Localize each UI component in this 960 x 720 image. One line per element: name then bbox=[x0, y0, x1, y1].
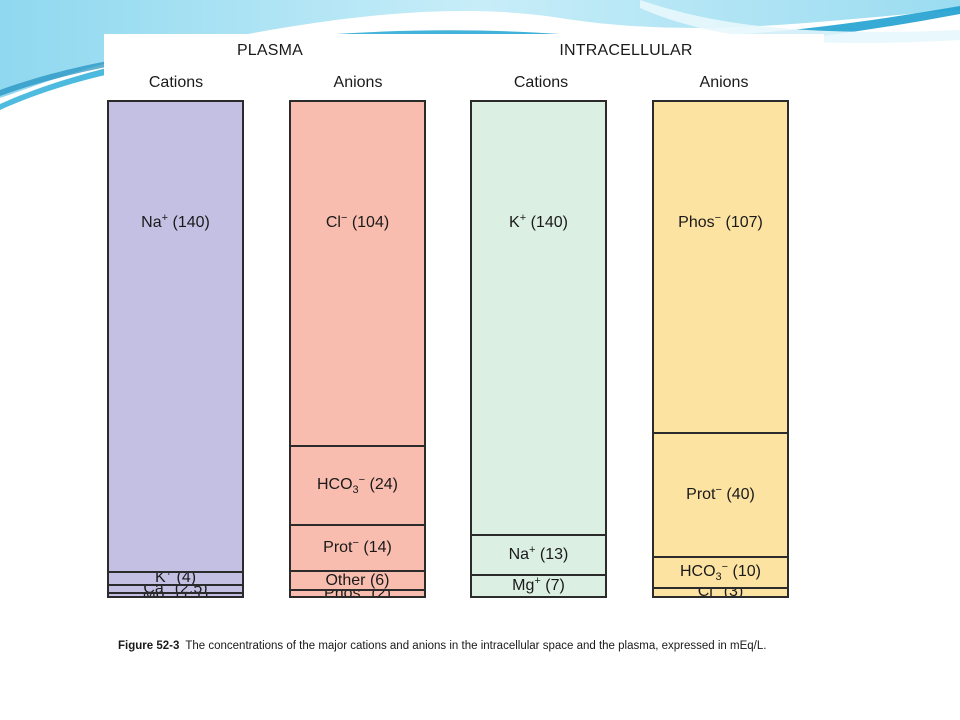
segment-intracellular-anions-prot: Prot− (40) bbox=[654, 432, 787, 556]
column-heading-intracellular-cations: Cations bbox=[513, 74, 569, 91]
segment-plasma-cations-k: K+ (4) bbox=[109, 570, 242, 584]
segment-intracellular-anions-phos: Phos− (107) bbox=[654, 102, 787, 432]
segment-label: Na+ (13) bbox=[508, 544, 569, 564]
ion-charge: + bbox=[165, 570, 173, 580]
ion-symbol: Na bbox=[508, 546, 530, 564]
ion-symbol: Other bbox=[325, 571, 366, 589]
segment-label: K+ (4) bbox=[154, 570, 197, 584]
ion-symbol: Phos bbox=[678, 214, 715, 231]
segment-plasma-cations-na: Na+ (140) bbox=[109, 102, 242, 571]
ion-value: (3) bbox=[719, 586, 744, 596]
ion-charge: − bbox=[358, 474, 366, 487]
segment-label: Ca+ (2.5) bbox=[143, 583, 208, 592]
segment-intracellular-cations-k: K+ (140) bbox=[472, 102, 605, 534]
ion-value: (140) bbox=[526, 214, 568, 231]
ion-charge: − bbox=[352, 536, 359, 549]
ion-charge: − bbox=[340, 212, 348, 224]
ion-symbol: Prot bbox=[686, 486, 716, 504]
ion-charge: + bbox=[163, 583, 171, 591]
segment-label: Other (6) bbox=[325, 572, 389, 590]
segment-plasma-cations-mg: Mg+ (1.1) bbox=[109, 592, 242, 596]
column-intracellular-anions: Phos− (107) Prot− (40) HCO3− (10) Cl− (3) bbox=[652, 100, 789, 598]
ion-charge: + bbox=[534, 575, 541, 588]
ion-value: (40) bbox=[721, 486, 755, 504]
figure-caption-text: The concentrations of the major cations … bbox=[185, 640, 767, 652]
segment-label: Phos− (2) bbox=[324, 591, 391, 596]
group-title-intracellular: INTRACELLULAR bbox=[559, 42, 693, 59]
ion-charge: − bbox=[721, 561, 729, 574]
segment-label: HCO3− (24) bbox=[316, 474, 399, 497]
ion-charge: + bbox=[165, 594, 171, 596]
segment-plasma-anions-prot: Prot− (14) bbox=[291, 523, 424, 570]
ion-value: (10) bbox=[728, 563, 762, 581]
ion-symbol: K bbox=[154, 570, 166, 584]
segment-label: HCO3− (10) bbox=[679, 561, 762, 584]
segment-label: Cl− (3) bbox=[697, 586, 744, 596]
ion-value: (140) bbox=[168, 214, 210, 231]
ion-charge: − bbox=[712, 586, 720, 594]
ion-symbol: Na bbox=[141, 214, 162, 231]
segment-intracellular-anions-cl: Cl− (3) bbox=[654, 586, 787, 596]
ion-symbol: HCO bbox=[679, 563, 716, 581]
ion-value: (2.5) bbox=[170, 586, 208, 592]
ion-value: (6) bbox=[365, 571, 390, 589]
ion-value: (14) bbox=[358, 538, 392, 556]
segment-label: Cl− (104) bbox=[325, 212, 390, 232]
figure-caption-label: Figure 52-3 bbox=[118, 640, 180, 652]
column-plasma-anions: Cl− (104)HCO3− (24)Prot− (14)Other (6)Ph… bbox=[289, 100, 426, 598]
ion-charge: − bbox=[714, 212, 722, 224]
segment-label: Mg+ (7) bbox=[512, 575, 565, 595]
ion-value: (104) bbox=[347, 214, 390, 231]
ion-charge: + bbox=[161, 212, 169, 224]
segment-label: Mg+ (1.1) bbox=[142, 594, 209, 596]
ion-symbol: Prot bbox=[323, 538, 353, 556]
column-plasma-cations: Na+ (140)K+ (4)Ca+ (2.5)Mg+ (1.1) bbox=[107, 100, 244, 598]
segment-label: Phos− (107) bbox=[678, 212, 763, 232]
ion-subscript: 3 bbox=[352, 484, 359, 497]
ion-symbol: Ca bbox=[143, 586, 163, 592]
segment-plasma-cations-ca: Ca+ (2.5) bbox=[109, 583, 242, 592]
ion-value: (13) bbox=[535, 546, 569, 564]
segment-plasma-anions-cl: Cl− (104) bbox=[291, 102, 424, 445]
segment-intracellular-anions-hco: HCO3− (10) bbox=[654, 555, 787, 587]
ion-value: (7) bbox=[540, 577, 565, 595]
ion-charge: − bbox=[361, 591, 367, 594]
segment-plasma-anions-phos: Phos− (2) bbox=[291, 589, 424, 596]
figure-panel: PLASMA INTRACELLULAR Cations Anions Cati… bbox=[104, 34, 824, 662]
segment-plasma-anions-other: Other (6) bbox=[291, 569, 424, 590]
segment-label: Prot− (14) bbox=[323, 536, 392, 557]
segment-label: Prot− (40) bbox=[686, 484, 755, 504]
ion-charge: + bbox=[529, 544, 536, 557]
segment-plasma-anions-hco: HCO3− (24) bbox=[291, 444, 424, 524]
ion-symbol: Phos bbox=[324, 591, 360, 596]
segment-intracellular-cations-na: Na+ (13) bbox=[472, 534, 605, 574]
ion-value: (2) bbox=[367, 591, 391, 596]
ion-symbol: K bbox=[509, 214, 520, 231]
ion-subscript: 3 bbox=[715, 571, 722, 584]
ion-value: (24) bbox=[365, 476, 399, 494]
ion-symbol: Mg bbox=[142, 594, 164, 596]
column-heading-plasma-cations: Cations bbox=[148, 74, 204, 91]
ion-value: (107) bbox=[721, 214, 763, 231]
group-title-plasma: PLASMA bbox=[236, 42, 304, 59]
column-heading-intracellular-anions: Anions bbox=[699, 74, 749, 91]
column-intracellular-cations: K+ (140) Na+ (13) Mg+ (7) bbox=[470, 100, 607, 598]
ion-symbol: Cl bbox=[697, 586, 713, 596]
ion-value: (4) bbox=[172, 570, 197, 584]
ion-charge: + bbox=[519, 212, 527, 224]
figure-caption: Figure 52-3 The concentrations of the maj… bbox=[118, 640, 766, 652]
ion-symbol: Cl bbox=[325, 214, 341, 231]
column-heading-plasma-anions: Anions bbox=[333, 74, 383, 91]
ion-charge: − bbox=[715, 484, 722, 497]
ion-value: (1.1) bbox=[171, 594, 209, 596]
ion-symbol: HCO bbox=[316, 476, 353, 494]
segment-label: K+ (140) bbox=[509, 212, 568, 232]
segment-intracellular-cations-mg: Mg+ (7) bbox=[472, 574, 605, 596]
segment-label: Na+ (140) bbox=[141, 212, 210, 232]
ion-symbol: Mg bbox=[512, 577, 535, 595]
